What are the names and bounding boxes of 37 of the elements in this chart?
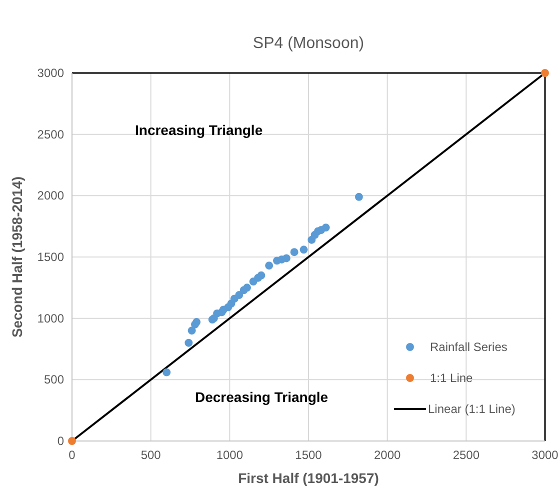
point <box>322 224 330 232</box>
y-tick-label: 1000 <box>37 311 64 326</box>
x-tick-label: 3000 <box>532 448 559 462</box>
legend-label: 1:1 Line <box>430 371 474 385</box>
y-tick-label: 3000 <box>37 66 64 80</box>
point <box>68 437 76 445</box>
y-tick-label: 500 <box>44 372 64 387</box>
x-tick-label: 2000 <box>374 448 402 462</box>
y-tick-label: 2500 <box>37 127 64 142</box>
point <box>265 262 274 270</box>
legend-label: Linear (1:1 Line) <box>428 402 516 416</box>
x-tick-label: 1000 <box>216 448 244 462</box>
annotation: Increasing Triangle <box>135 122 263 138</box>
point <box>257 271 266 280</box>
x-tick-label: 0 <box>68 448 76 462</box>
x-tick-label: 1500 <box>295 448 322 462</box>
x-tick-label: 2500 <box>452 448 480 462</box>
y-tick-label: 2000 <box>37 188 64 203</box>
chart-title: SP4 (Monsoon) <box>252 35 364 52</box>
point <box>184 338 193 347</box>
point <box>290 248 298 256</box>
point <box>243 284 251 292</box>
legend-label: Rainfall Series <box>430 340 508 354</box>
annotation: Decreasing Triangle <box>195 389 328 405</box>
point <box>541 69 549 77</box>
point <box>354 192 363 201</box>
point <box>282 254 290 262</box>
x-axis-title: First Half (1901-1957) <box>238 470 379 486</box>
y-tick-label: 0 <box>57 434 64 448</box>
point <box>192 318 201 326</box>
y-tick-label: 1500 <box>37 250 64 264</box>
point <box>235 291 244 300</box>
x-tick-label: 500 <box>140 448 162 462</box>
point <box>300 246 308 254</box>
point <box>188 326 196 335</box>
y-axis-title: Second Half (1958-2014) <box>9 176 25 338</box>
point <box>162 368 171 376</box>
